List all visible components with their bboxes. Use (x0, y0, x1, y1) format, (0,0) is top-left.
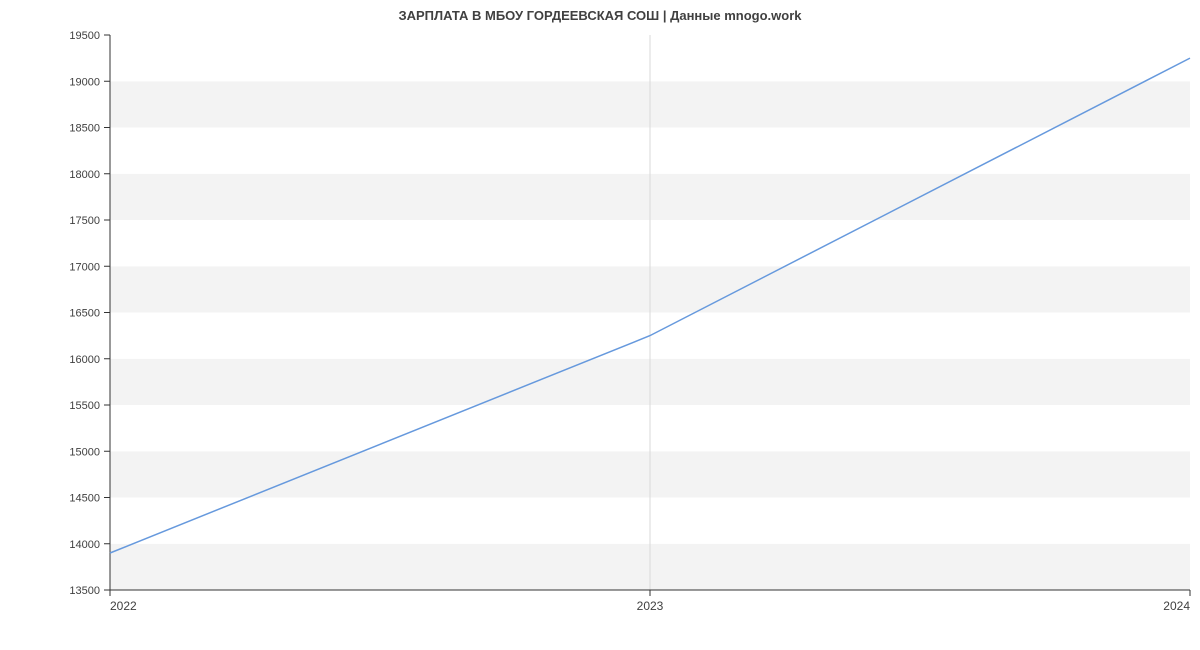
y-tick-label: 16000 (69, 354, 100, 366)
y-tick-label: 18000 (69, 169, 100, 181)
y-tick-label: 15500 (69, 400, 100, 412)
y-tick-label: 17000 (69, 261, 100, 273)
y-tick-label: 18500 (69, 123, 100, 135)
y-tick-label: 19000 (69, 76, 100, 88)
x-tick-label: 2024 (1163, 599, 1190, 613)
y-tick-label: 17500 (69, 215, 100, 227)
x-tick-label: 2022 (110, 599, 137, 613)
y-tick-label: 19500 (69, 30, 100, 42)
salary-line-chart: 13500 14000 14500 15000 15500 16000 16500 17000… (0, 0, 1200, 650)
y-tick-label: 15000 (69, 446, 100, 458)
x-tick-label: 2023 (637, 599, 664, 613)
y-tick-label: 13500 (69, 585, 100, 597)
y-tick-label: 14000 (69, 539, 100, 551)
y-tick-label: 16500 (69, 308, 100, 320)
y-tick-label: 14500 (69, 493, 100, 505)
